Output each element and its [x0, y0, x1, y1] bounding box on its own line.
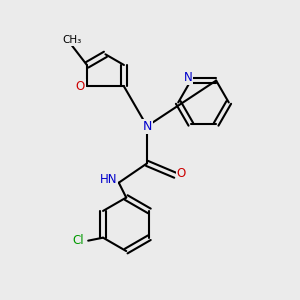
- Text: HN: HN: [100, 173, 117, 186]
- Text: O: O: [177, 167, 186, 180]
- Text: O: O: [76, 80, 85, 93]
- Text: CH₃: CH₃: [62, 35, 82, 45]
- Text: Cl: Cl: [72, 234, 84, 247]
- Text: N: N: [142, 120, 152, 133]
- Text: N: N: [184, 71, 192, 84]
